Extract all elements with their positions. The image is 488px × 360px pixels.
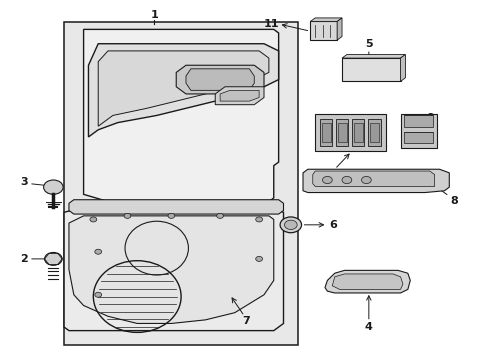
Polygon shape — [325, 270, 409, 293]
Circle shape — [255, 217, 262, 222]
Bar — [351, 119, 364, 146]
Circle shape — [284, 220, 297, 229]
Polygon shape — [310, 18, 341, 22]
Circle shape — [90, 217, 97, 222]
Bar — [404, 132, 432, 143]
Bar — [367, 119, 380, 146]
Polygon shape — [98, 51, 268, 126]
Polygon shape — [64, 209, 283, 330]
Text: 5: 5 — [364, 40, 372, 49]
Circle shape — [124, 213, 131, 219]
Text: 9: 9 — [426, 113, 434, 123]
Bar — [341, 58, 400, 81]
Bar — [320, 119, 331, 146]
Polygon shape — [176, 65, 264, 94]
Polygon shape — [400, 54, 405, 81]
Text: 10: 10 — [324, 170, 338, 180]
Circle shape — [216, 213, 223, 219]
Text: 7: 7 — [242, 316, 249, 325]
Polygon shape — [215, 87, 264, 105]
Bar — [369, 123, 378, 142]
Polygon shape — [303, 169, 448, 193]
Circle shape — [341, 176, 351, 184]
Text: 6: 6 — [328, 220, 337, 230]
Circle shape — [280, 217, 301, 233]
Polygon shape — [331, 274, 402, 289]
Polygon shape — [312, 171, 434, 186]
Text: 8: 8 — [449, 196, 457, 206]
Polygon shape — [69, 216, 273, 323]
Circle shape — [361, 176, 370, 184]
Bar — [335, 119, 347, 146]
Bar — [310, 22, 336, 40]
Circle shape — [95, 292, 102, 297]
Circle shape — [255, 256, 262, 261]
Polygon shape — [220, 90, 259, 101]
Text: 4: 4 — [364, 322, 372, 332]
Bar — [404, 116, 432, 127]
Circle shape — [43, 180, 63, 194]
Polygon shape — [341, 54, 405, 58]
Circle shape — [95, 249, 102, 254]
Bar — [321, 123, 330, 142]
Polygon shape — [69, 200, 283, 214]
Bar — [315, 114, 385, 151]
Polygon shape — [185, 69, 254, 90]
Text: 2: 2 — [20, 254, 28, 264]
Polygon shape — [336, 18, 341, 40]
Bar — [400, 114, 436, 148]
Circle shape — [167, 213, 174, 219]
Circle shape — [44, 252, 62, 265]
Text: 3: 3 — [20, 177, 28, 187]
Polygon shape — [83, 30, 278, 202]
Text: 11: 11 — [264, 19, 279, 29]
Circle shape — [322, 176, 331, 184]
Bar — [64, 22, 298, 345]
Text: 1: 1 — [150, 10, 158, 20]
Bar — [337, 123, 346, 142]
Bar — [353, 123, 362, 142]
Polygon shape — [88, 44, 278, 137]
